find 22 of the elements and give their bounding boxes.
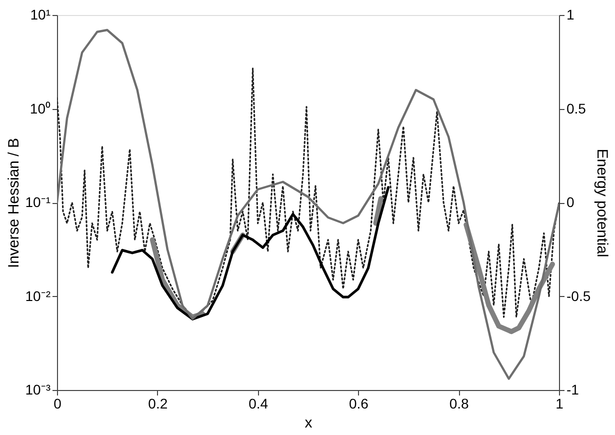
- line-series: [57, 28, 559, 380]
- x-tick-label: 0.8: [449, 396, 470, 412]
- y2-tick-label: 0.5: [566, 100, 586, 116]
- line-series: [110, 186, 390, 320]
- line-series: [57, 68, 559, 318]
- y-tick-label: 10⁻¹: [25, 194, 51, 210]
- x-tick-label: 1: [556, 396, 564, 412]
- y2-tick-label: 1: [566, 6, 574, 22]
- x-axis-title: x: [304, 414, 313, 432]
- y-tick-label: 10⁰: [30, 100, 50, 116]
- y2-tick-label: -0.5: [566, 288, 591, 304]
- x-tick-label: 0.2: [148, 396, 168, 412]
- y-tick-label: 10⁻²: [25, 288, 51, 304]
- y2-tick-label: 0: [566, 194, 574, 210]
- y2-tick-label: -1: [566, 382, 580, 398]
- x-tick-label: 0.4: [248, 396, 268, 412]
- y-axis-title: Inverse Hessian / B: [5, 138, 22, 268]
- y-tick-label: 10¹: [30, 6, 51, 22]
- y-tick-label: 10⁻³: [25, 382, 51, 398]
- x-tick-label: 0.6: [348, 396, 369, 412]
- y2-axis-title: Energy potential: [594, 148, 611, 258]
- x-tick-label: 0: [54, 396, 62, 412]
